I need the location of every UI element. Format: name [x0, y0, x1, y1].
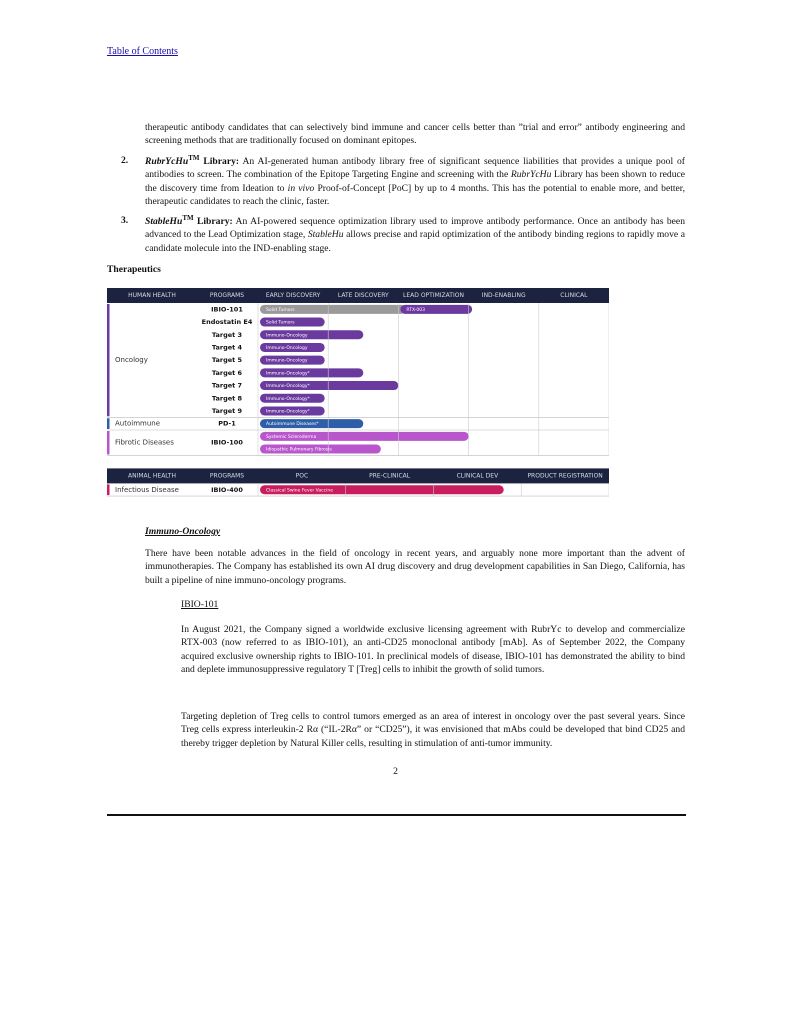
- bar-label: Solid Tumors: [266, 320, 295, 326]
- paragraph: StableHuTM Library: An AI-powered sequen…: [145, 213, 686, 255]
- group-name: Fibrotic Diseases: [115, 439, 174, 447]
- program-name: Target 5: [212, 356, 243, 364]
- section-title: Immuno-Oncology: [145, 526, 221, 537]
- bar-label: Immuno-Oncology: [266, 358, 308, 364]
- paragraph: There have been notable advances in the …: [145, 547, 685, 587]
- program-name: Target 8: [212, 394, 243, 402]
- bar-label: RTX-003: [406, 307, 425, 313]
- group-name: Autoimmune: [115, 420, 160, 428]
- program-name: Target 3: [212, 331, 242, 339]
- progress-bar: [260, 355, 325, 365]
- bar-label: Immuno-Oncology*: [266, 396, 311, 402]
- paragraph: therapeutic antibody candidates that can…: [145, 121, 685, 148]
- progress-bar: [260, 431, 469, 441]
- text-run: RubrYcHu: [510, 169, 552, 181]
- progress-bar: [260, 317, 325, 327]
- bar-label: Immuno-Oncology: [266, 332, 308, 338]
- progress-bar: [260, 406, 325, 416]
- progress-bar: [260, 330, 364, 340]
- column-header: PROGRAMS: [210, 292, 244, 299]
- bar-label: Immuno-Oncology*: [266, 383, 311, 389]
- text-run: Library has been shown to reduce the dis…: [145, 169, 686, 194]
- program-name: Target 4: [212, 343, 243, 351]
- header-bar: [107, 468, 609, 484]
- section-title: Therapeutics: [107, 264, 161, 275]
- text-run: Library:: [193, 216, 233, 227]
- column-header: PRE-CLINICAL: [369, 472, 411, 479]
- program-name: PD-1: [218, 420, 236, 428]
- column-header: CLINICAL: [560, 292, 588, 299]
- program-name: Target 7: [212, 382, 242, 390]
- text-run: An AI-generated human antibody library f…: [145, 156, 686, 181]
- progress-bar: [260, 444, 381, 454]
- text-run: Proof-of-Concept [PoC] by up to 4 months…: [145, 182, 685, 208]
- paragraph: Targeting depletion of Treg cells to con…: [181, 710, 685, 750]
- header-bar: [107, 288, 609, 303]
- group-strip: [107, 484, 110, 496]
- program-name: IBIO-100: [211, 439, 243, 447]
- group-name: Oncology: [115, 356, 148, 364]
- progress-bar: [400, 304, 473, 314]
- column-header: CLINICAL DEV: [457, 472, 500, 479]
- item-number: 3.: [121, 215, 129, 226]
- text-run: Library:: [199, 156, 240, 167]
- column-header: POC: [296, 472, 309, 479]
- bar-label: Systemic Scleroderma: [266, 434, 317, 440]
- progress-bar: [260, 485, 504, 495]
- text-run: There have been notable advances in the …: [145, 548, 685, 586]
- column-header: HUMAN HEALTH: [128, 292, 176, 299]
- text-run: RubrYcHu: [145, 156, 189, 167]
- progress-bar: [260, 368, 364, 378]
- group-strip: [107, 431, 110, 455]
- text-run: in vivo: [287, 182, 315, 194]
- column-header: PROGRAMS: [210, 472, 244, 479]
- text-run: In August 2021, the Company signed a wor…: [181, 624, 685, 676]
- program-name: Target 6: [212, 369, 243, 377]
- progress-bar: [260, 419, 364, 429]
- text-run: An AI-powered sequence optimization libr…: [145, 216, 685, 241]
- progress-bar: [260, 342, 325, 352]
- group-strip: [107, 418, 110, 429]
- progress-bar: [260, 381, 399, 391]
- column-header: PRODUCT REGISTRATION: [527, 472, 602, 479]
- column-header: IND-ENABLING: [482, 292, 526, 299]
- paragraph: RubrYcHuTM Library: An AI-generated huma…: [145, 153, 686, 209]
- program-name: IBIO-101: [211, 305, 243, 313]
- text-run: allows precise and rapid optimization of…: [145, 229, 686, 254]
- column-header: EARLY DISCOVERY: [266, 292, 321, 299]
- bar-label: Immuno-Oncology: [266, 345, 308, 351]
- bar-label: Immuno-Oncology*: [266, 408, 311, 414]
- column-header: ANIMAL HEALTH: [128, 472, 176, 479]
- sub-title: IBIO-101: [181, 599, 219, 610]
- page-number: 2: [393, 766, 398, 777]
- bar-label: Autoimmune Diseases*: [266, 421, 319, 427]
- text-run: TM: [188, 153, 200, 162]
- text-run: TM: [182, 213, 194, 222]
- column-header: LATE DISCOVERY: [338, 292, 389, 299]
- item-number: 2.: [121, 155, 129, 166]
- text-run: Targeting depletion of Treg cells to con…: [181, 711, 685, 749]
- text-run: therapeutic antibody candidates that can…: [145, 122, 685, 147]
- group-strip: [107, 304, 110, 417]
- footer-rule: [107, 814, 686, 816]
- toc-link[interactable]: Table of Contents: [107, 46, 178, 57]
- group-name: Infectious Disease: [115, 486, 179, 494]
- progress-bar: [260, 304, 406, 314]
- program-name: Endostatin E4: [202, 318, 253, 326]
- column-header: LEAD OPTIMIZATION: [403, 292, 464, 299]
- bar-label: Idiopathic Pulmonary Fibrosis: [266, 447, 332, 453]
- paragraph: In August 2021, the Company signed a wor…: [181, 623, 685, 677]
- text-run: StableHu: [307, 229, 344, 241]
- bar-label: Solid Tumors: [266, 307, 295, 313]
- bar-label: Immuno-Oncology*: [266, 370, 311, 376]
- program-name: Target 9: [212, 407, 243, 415]
- text-run: StableHu: [145, 216, 183, 227]
- bar-label: Classical Swine Fever Vaccine: [266, 487, 333, 493]
- program-name: IBIO-400: [211, 486, 243, 494]
- progress-bar: [260, 393, 325, 403]
- pipeline-chart: HUMAN HEALTH PROGRAMS EARLY DISCOVERY LATE …: [107, 288, 609, 497]
